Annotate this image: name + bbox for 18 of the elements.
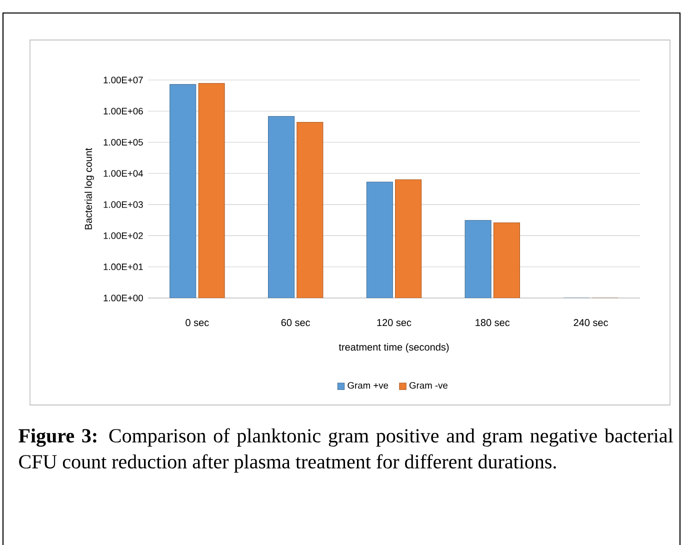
y-tick-label: 1.00E+03 bbox=[104, 201, 143, 208]
y-tick-label: 1.00E+07 bbox=[104, 76, 143, 84]
x-tick-label: 180 sec bbox=[476, 319, 510, 326]
legend-label: Gram -ve bbox=[409, 382, 448, 389]
legend-label: Gram +ve bbox=[348, 382, 388, 389]
x-axis-title: treatment time (seconds) bbox=[338, 343, 449, 353]
y-tick-label: 1.00E+00 bbox=[104, 294, 143, 302]
y-tick-label: 1.00E+01 bbox=[104, 264, 143, 270]
x-tick-label: 60 sec bbox=[281, 319, 310, 326]
x-tick-label: 240 sec bbox=[574, 319, 608, 326]
x-tick-label: 0 sec bbox=[186, 319, 209, 326]
text: Figure 3: Comparison of planktonic gram positive and gram negative bacterial CFU count reduction after plasma treatment for different durations. bbox=[18, 428, 673, 473]
y-tick-label: 1.00E+06 bbox=[104, 108, 143, 114]
x-tick-label: 120 sec bbox=[377, 319, 412, 326]
y-tick-label: 1.00E+05 bbox=[104, 138, 143, 146]
y-axis-title: Bacterial log count bbox=[84, 148, 94, 230]
y-tick-label: 1.00E+04 bbox=[104, 170, 144, 177]
y-tick-label: 1.00E+02 bbox=[104, 232, 143, 239]
